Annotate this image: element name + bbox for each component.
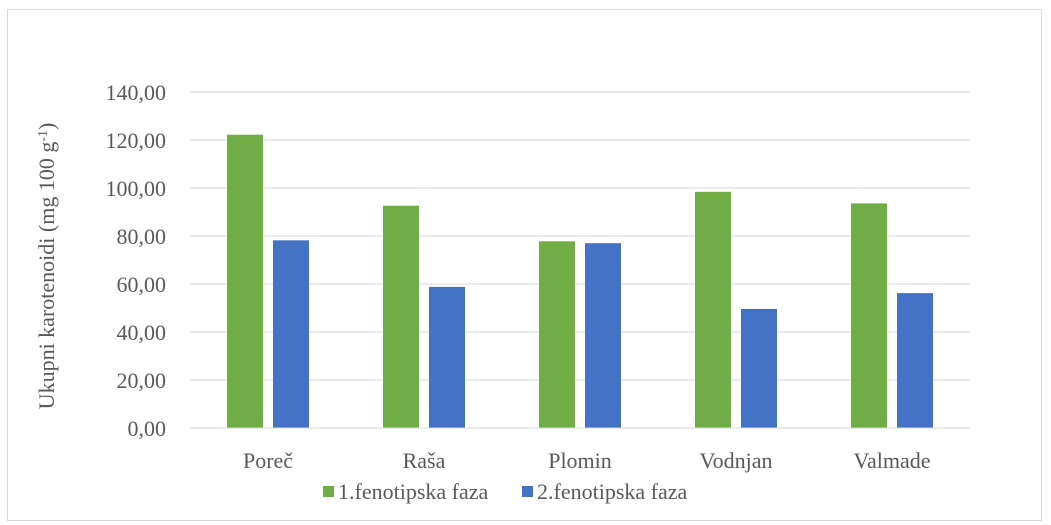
y-tick-label: 80,00 xyxy=(117,224,167,249)
bar-series-2 xyxy=(273,240,309,428)
bar-series-1 xyxy=(227,134,263,428)
bar-series-2 xyxy=(585,243,621,428)
x-tick-label: Valmade xyxy=(854,448,931,473)
bar-series-1 xyxy=(695,191,731,428)
y-tick-label: 60,00 xyxy=(117,272,167,297)
bars xyxy=(190,134,970,429)
y-tick-label: 120,00 xyxy=(106,128,167,153)
bar-series-1 xyxy=(383,205,419,428)
legend-swatch xyxy=(522,486,533,497)
y-tick-label: 140,00 xyxy=(106,80,167,105)
legend: 1.fenotipska faza 2.fenotipska faza xyxy=(323,479,687,504)
y-axis-ticks: 0,00 20,00 40,00 60,00 80,00 100,00 120,00 140,… xyxy=(106,80,167,441)
y-tick-label: 40,00 xyxy=(117,320,167,345)
bar-series-2 xyxy=(897,293,933,428)
y-tick-label: 0,00 xyxy=(128,416,167,441)
y-tick-label: 20,00 xyxy=(117,368,167,393)
legend-label: 2.fenotipska faza xyxy=(537,479,687,504)
y-axis-label: Ukupni karotenoidi (mg 100 g-1) xyxy=(34,123,59,410)
bar-series-1 xyxy=(851,203,887,428)
x-tick-label: Raša xyxy=(403,448,446,473)
x-axis-ticks: Poreč Raša Plomin Vodnjan Valmade xyxy=(243,448,931,473)
x-tick-label: Vodnjan xyxy=(700,448,773,473)
y-tick-label: 100,00 xyxy=(106,176,167,201)
legend-swatch xyxy=(323,486,334,497)
legend-label: 1.fenotipska faza xyxy=(338,479,488,504)
x-tick-label: Poreč xyxy=(243,448,293,473)
bar-series-2 xyxy=(741,308,777,428)
bar-series-1 xyxy=(539,241,575,428)
x-tick-label: Plomin xyxy=(548,448,612,473)
bar-series-2 xyxy=(429,286,465,428)
